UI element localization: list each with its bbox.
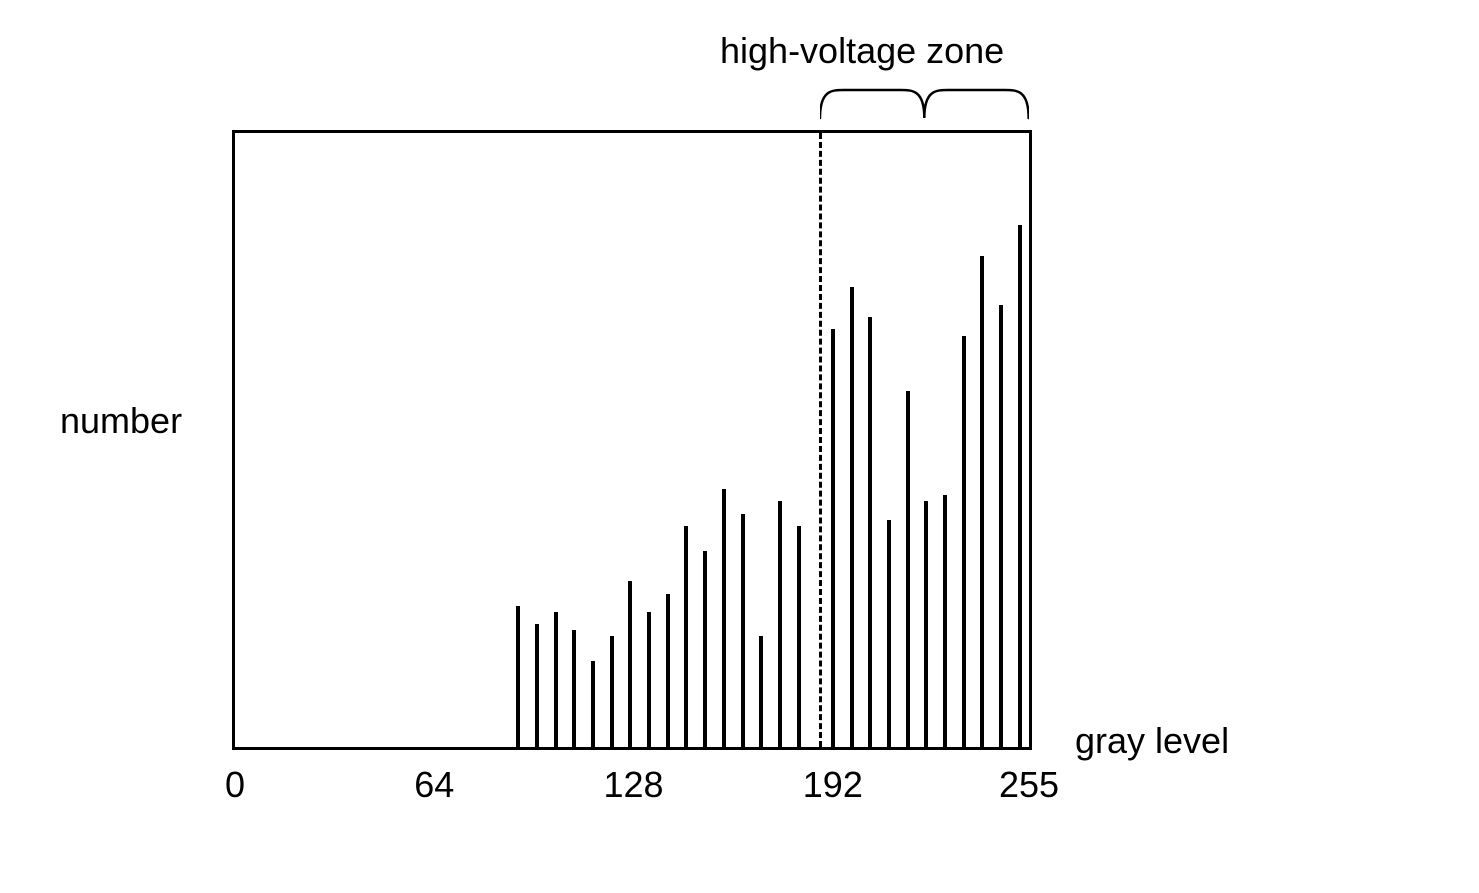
page-root: { "chart": { "type": "histogram", "backg… (0, 0, 1479, 893)
histogram-bar (943, 495, 947, 747)
histogram-bar (831, 329, 835, 747)
annotation-label: high-voltage zone (720, 30, 1004, 72)
histogram-bar (554, 612, 558, 747)
histogram-bar (980, 256, 984, 747)
annotation-brace-path (820, 90, 1029, 118)
histogram-bar (628, 581, 632, 747)
histogram-bar (610, 636, 614, 747)
histogram-bar (535, 624, 539, 747)
x-tick-label: 64 (414, 764, 454, 806)
histogram-bar (850, 287, 854, 748)
histogram-bar (999, 305, 1003, 747)
histogram-bar (759, 636, 763, 747)
x-tick-label: 192 (803, 764, 863, 806)
histogram-bar (722, 489, 726, 747)
histogram-bar (703, 551, 707, 747)
histogram-bar (962, 336, 966, 747)
x-tick-label: 128 (604, 764, 664, 806)
histogram-bar (924, 501, 928, 747)
plot-area (232, 130, 1032, 750)
histogram-bar (887, 520, 891, 747)
histogram-bar (797, 526, 801, 747)
zone-divider-line (819, 133, 822, 747)
histogram-bar (684, 526, 688, 747)
histogram-bar (778, 501, 782, 747)
histogram-bar (591, 661, 595, 747)
x-tick-label: 0 (225, 764, 245, 806)
x-axis-label-text: gray level (1075, 720, 1229, 761)
histogram-bar (666, 594, 670, 748)
annotation-brace (820, 84, 1029, 124)
histogram-bar (868, 317, 872, 747)
y-axis-label: number (60, 400, 182, 442)
histogram-bar (906, 391, 910, 747)
annotation-label-text: high-voltage zone (720, 30, 1004, 71)
x-tick-label: 255 (999, 764, 1059, 806)
histogram-bar (572, 630, 576, 747)
y-axis-label-text: number (60, 400, 182, 441)
histogram-bar (516, 606, 520, 747)
histogram-bar (741, 514, 745, 747)
x-axis-label: gray level (1075, 720, 1229, 762)
histogram-bar (647, 612, 651, 747)
histogram-bar (1018, 225, 1022, 747)
